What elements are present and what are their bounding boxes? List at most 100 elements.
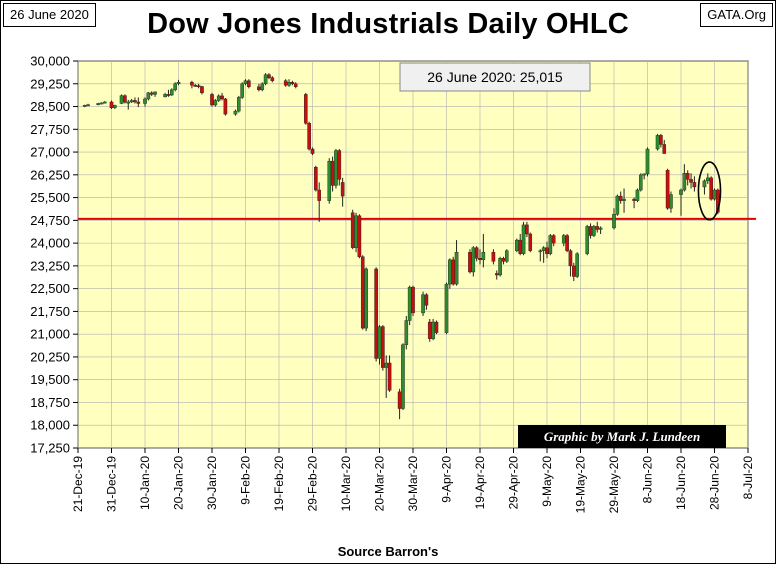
candle	[200, 85, 204, 95]
candle-body-up	[706, 177, 710, 182]
candle-body-down	[283, 80, 288, 86]
x-tick-label: 28-Jun-20	[708, 456, 722, 510]
candle	[334, 149, 338, 189]
candle	[592, 224, 596, 238]
grid-lines	[77, 60, 749, 449]
candle	[387, 355, 392, 392]
x-tick-label: 30-Jan-20	[205, 456, 219, 510]
candle	[350, 209, 355, 250]
candle-body-up	[431, 321, 435, 339]
candle-body-down	[451, 259, 456, 285]
candle-body-up	[401, 344, 405, 409]
date-label: 26 June 2020	[3, 3, 96, 27]
candle-body-up	[645, 148, 650, 175]
x-tick-label: 8-Jun-20	[641, 456, 655, 504]
candle-body-up	[505, 250, 509, 262]
candle-body-up	[598, 227, 603, 230]
candle	[468, 249, 472, 274]
candle	[176, 79, 181, 86]
y-tick-label: 27,000	[30, 145, 70, 160]
candle-body-down	[330, 160, 335, 186]
candle-body-up	[444, 283, 449, 333]
candle	[411, 285, 415, 316]
candle-body-up	[682, 173, 687, 191]
candle-body-down	[387, 362, 392, 391]
x-tick-label: 29-Apr-20	[507, 456, 521, 510]
candle	[568, 249, 573, 277]
candle-body-up	[669, 194, 673, 209]
x-tick-label: 31-Dec-19	[105, 456, 119, 512]
y-tick-label: 24,000	[30, 236, 70, 251]
candle	[548, 234, 553, 256]
source-site-label: GATA.Org	[700, 3, 773, 27]
candle-body-down	[293, 83, 298, 88]
candle	[401, 343, 405, 411]
x-tick-label: 9-Feb-20	[239, 456, 253, 505]
candle-body-up	[129, 100, 134, 103]
candle-body-up	[421, 294, 425, 314]
candle	[340, 177, 345, 207]
candle-body-down	[337, 150, 342, 180]
latest-close-box: 26 June 2020: 25,015	[399, 62, 591, 92]
candle	[143, 97, 147, 107]
x-tick-label: 20-Mar-20	[373, 456, 387, 512]
candle-body-up	[263, 74, 268, 84]
candle-body-down	[709, 177, 713, 200]
candle	[525, 221, 529, 238]
candle-body-down	[595, 226, 600, 230]
candle	[173, 82, 177, 92]
candle-body-up	[448, 259, 452, 285]
candle	[431, 319, 435, 341]
y-tick-label: 22,500	[30, 281, 70, 296]
candle	[427, 319, 432, 342]
candle-body-up	[679, 189, 683, 195]
x-tick-label: 18-Jun-20	[674, 456, 688, 510]
candle-body-down	[220, 95, 224, 100]
x-tick-label: 29-May-20	[607, 456, 621, 514]
y-tick-label: 26,250	[30, 167, 70, 182]
candle	[612, 208, 616, 230]
candle	[136, 97, 141, 108]
y-tick-label: 18,750	[30, 395, 70, 410]
candle-body-up	[287, 82, 291, 86]
candle	[190, 80, 194, 89]
y-tick-label: 27,750	[30, 122, 70, 137]
x-tick-label: 20-Jan-20	[172, 456, 186, 510]
candle	[304, 92, 308, 125]
candle	[622, 188, 626, 213]
candle	[712, 188, 717, 201]
candle-body-down	[193, 85, 198, 87]
candle-body-up	[146, 92, 151, 100]
candle	[709, 176, 713, 201]
candle-body-down	[340, 182, 345, 197]
candle	[659, 133, 663, 148]
x-tick-label: 9-Apr-20	[440, 456, 454, 503]
candle-body-up	[592, 226, 596, 236]
candle-body-up	[639, 174, 643, 191]
candle	[307, 121, 311, 151]
candle	[210, 92, 214, 107]
candle	[293, 82, 298, 89]
x-tick-label: 19-Apr-20	[473, 456, 487, 510]
candle-body-up	[327, 160, 332, 201]
y-tick-label: 17,250	[30, 441, 70, 456]
candle	[702, 179, 707, 195]
candle-body-down	[434, 321, 439, 333]
candle-body-up	[622, 198, 626, 201]
candle	[240, 82, 244, 99]
candle	[213, 98, 218, 107]
candle-body-down	[689, 179, 693, 183]
candle	[86, 103, 90, 107]
latest-close-text: 26 June 2020: 25,015	[427, 69, 563, 85]
candle-body-up	[585, 226, 589, 254]
candle-body-down	[200, 86, 204, 94]
y-tick-label: 30,000	[30, 54, 70, 69]
candle	[685, 170, 690, 186]
x-axis: 21-Dec-19 31-Dec-19 10-Jan-20 20-Jan-20 30-J…	[71, 448, 755, 513]
candle-body-up	[113, 105, 117, 108]
y-tick-label: 25,500	[30, 190, 70, 205]
candle-body-down	[572, 265, 576, 277]
candle	[260, 82, 265, 92]
candle	[434, 320, 439, 335]
candle	[169, 88, 174, 96]
